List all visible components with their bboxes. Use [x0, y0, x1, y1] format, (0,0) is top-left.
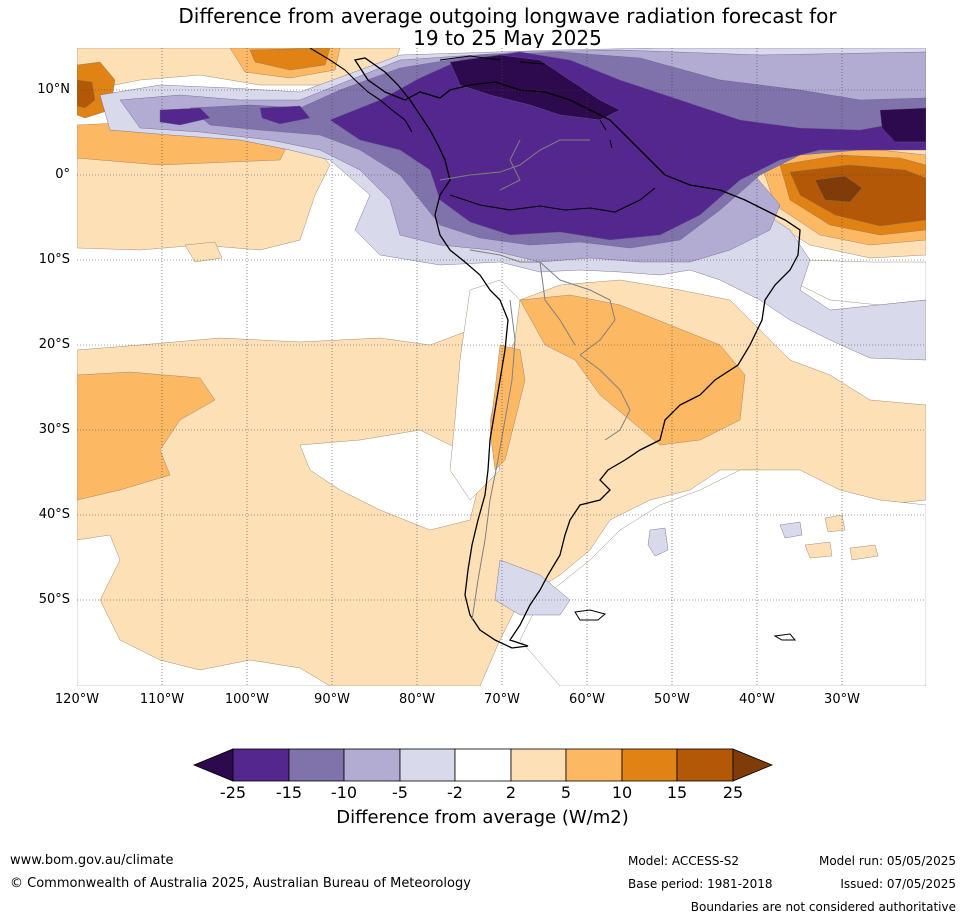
- graticule: [77, 48, 926, 686]
- anomaly-gap-south-pacific: [77, 534, 331, 686]
- footer-copyright: © Commonwealth of Australia 2025, Austra…: [10, 876, 471, 891]
- colorbar-arrow-low: [192, 748, 234, 782]
- colorbar-tick-2: 2: [505, 783, 517, 802]
- chart-title-line-2: 19 to 25 May 2025: [413, 26, 602, 50]
- lon-label-50w: 50°W: [654, 692, 690, 707]
- anomaly-region-5-10-west: [77, 371, 216, 501]
- falkland-islands-coastline: [574, 609, 607, 621]
- colorbar-swatch: [621, 748, 678, 782]
- anomaly-region-minus-15-25-west2: [259, 105, 311, 125]
- amazon-river-line: [449, 187, 656, 213]
- footer-model: Model: ACCESS-S2: [628, 854, 740, 868]
- colorbar-label: Difference from average (W/m2): [0, 808, 965, 828]
- colorbar-swatch: [510, 748, 567, 782]
- colorbar-swatch: [343, 748, 401, 782]
- south-georgia-coastline: [773, 633, 797, 641]
- lat-label-20s: 20°S: [38, 337, 70, 352]
- colorbar-swatch: [454, 748, 512, 782]
- anomaly-region-10-15-top: [249, 48, 331, 71]
- lon-label-120w: 120°W: [54, 692, 100, 707]
- colorbar-swatch: [676, 748, 734, 782]
- chart-title-line-1: Difference from average outgoing longwav…: [178, 4, 837, 28]
- colorbar-swatch: [565, 748, 623, 782]
- lat-label-50s: 50°S: [38, 592, 70, 607]
- colorbar-tick-minus-5: -5: [392, 783, 408, 802]
- lon-label-70w: 70°W: [484, 692, 520, 707]
- anomaly-patch-2-5-pacific: [184, 241, 223, 263]
- anomaly-region-15-25-west: [77, 79, 96, 109]
- lat-label-10s: 10°S: [38, 252, 70, 267]
- colorbar-arrow-high: [732, 748, 774, 782]
- lon-label-110w: 110°W: [139, 692, 185, 707]
- lon-label-80w: 80°W: [399, 692, 435, 707]
- lon-label-30w: 30°W: [824, 692, 860, 707]
- lon-label-90w: 90°W: [314, 692, 350, 707]
- footer-website[interactable]: www.bom.gov.au/climate: [10, 853, 174, 868]
- lat-label-10n: 10°N: [37, 82, 70, 97]
- anomaly-region-25-plus-atlantic: [814, 175, 863, 203]
- lat-label-40s: 40°S: [38, 507, 70, 522]
- lon-label-100w: 100°W: [224, 692, 270, 707]
- colorbar-tick-minus-25: -25: [219, 783, 247, 802]
- colorbar-tick-minus-15: -15: [275, 783, 303, 802]
- national-boundaries: [439, 139, 631, 621]
- colorbar-swatch: [399, 748, 456, 782]
- colorbar-tick-minus-10: -10: [330, 783, 358, 802]
- anomaly-patch-minus-2-5-atlantic2: [779, 521, 803, 539]
- lon-label-60w: 60°W: [569, 692, 605, 707]
- anomaly-patch-2-5-atlantic3: [824, 514, 846, 533]
- caribbean-islands-coastline: [439, 55, 613, 149]
- colorbar-swatch: [288, 748, 345, 782]
- south-america-coastline: [353, 57, 801, 649]
- colorbar: [192, 748, 774, 782]
- anomaly-patch-2-5-atlantic: [804, 541, 833, 559]
- lon-label-40w: 40°W: [739, 692, 775, 707]
- lat-label-30s: 30°S: [38, 422, 70, 437]
- colorbar-tick-15: 15: [666, 783, 688, 802]
- anomaly-region-below-minus-25-east: [879, 107, 926, 143]
- footer-model-run: Model run: 05/05/2025: [818, 854, 956, 868]
- colorbar-tick-25: 25: [722, 783, 744, 802]
- anomaly-patch-2-5-atlantic2: [849, 544, 879, 561]
- anomaly-region-minus-15-25-west: [159, 107, 211, 126]
- anomaly-patch-minus-2-5-atlantic: [647, 527, 669, 557]
- colorbar-swatch: [232, 748, 290, 782]
- footer-base-period: Base period: 1981-2018: [628, 877, 773, 891]
- olr-anomaly-map: [77, 48, 926, 686]
- anomaly-gap-mid-pacific: [299, 429, 481, 531]
- footer-disclaimer: Boundaries are not considered authoritat…: [690, 900, 956, 914]
- central-america-coastline: [309, 48, 413, 133]
- colorbar-tick-10: 10: [611, 783, 633, 802]
- colorbar-tick-minus-2: -2: [447, 783, 463, 802]
- anomaly-gap-atlantic-south: [519, 469, 926, 686]
- lat-label-equator: 0°: [55, 167, 70, 182]
- colorbar-label-text: Difference from average (W/m2): [336, 807, 629, 828]
- colorbar-tick-5: 5: [560, 783, 572, 802]
- anomaly-region-minus-15-25: [329, 51, 926, 241]
- footer-issued: Issued: 07/05/2025: [840, 877, 956, 891]
